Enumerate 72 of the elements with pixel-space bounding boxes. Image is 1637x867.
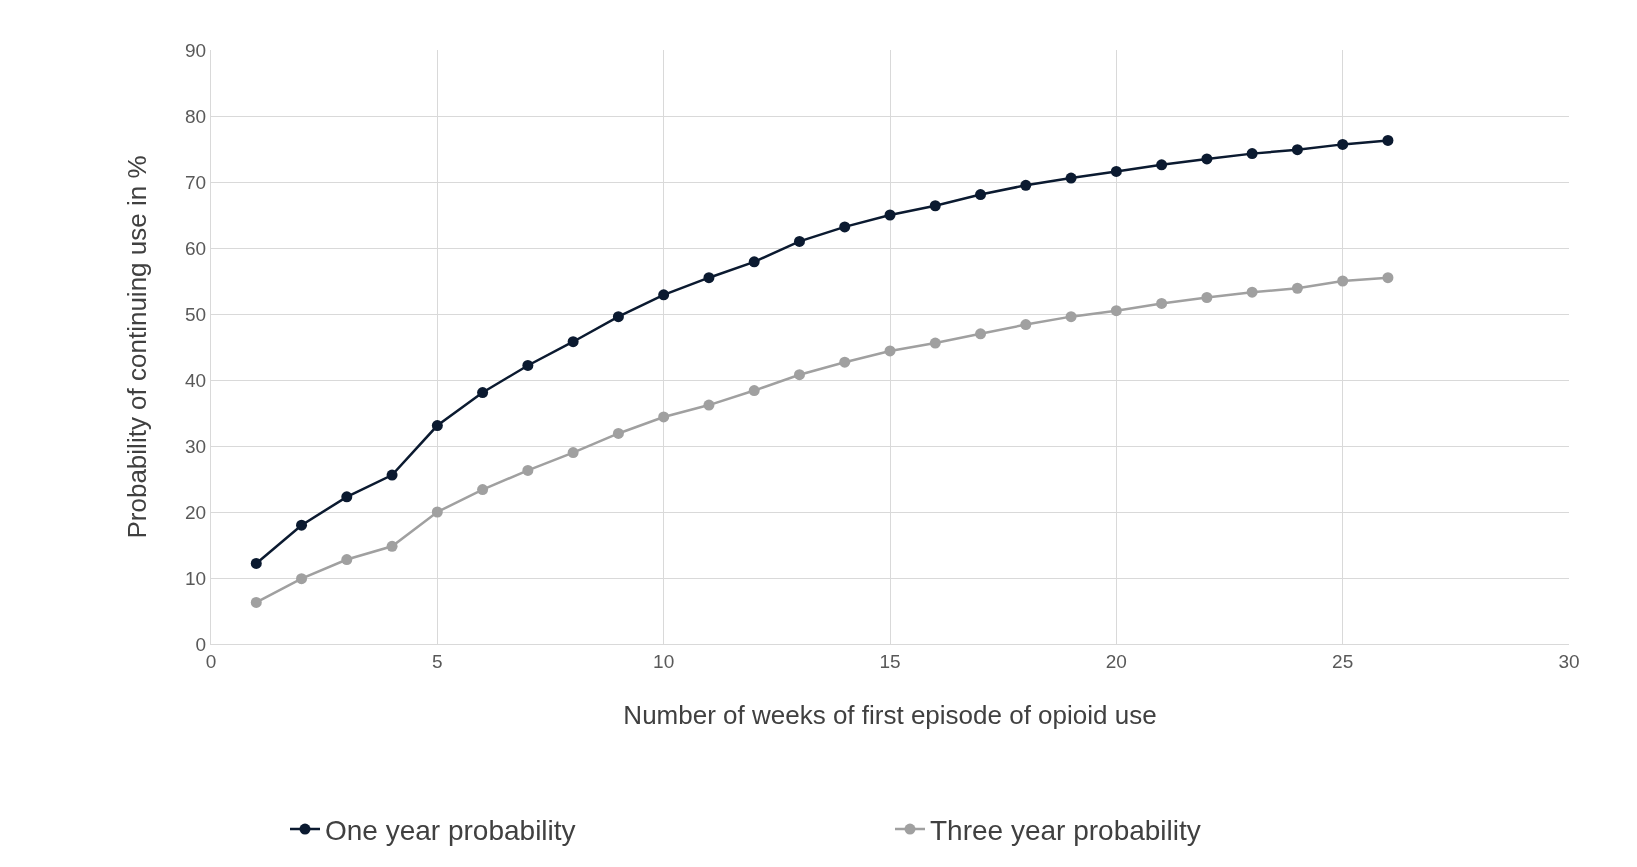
point xyxy=(1156,159,1168,171)
point xyxy=(1291,144,1303,156)
point xyxy=(250,557,262,569)
point xyxy=(296,519,308,531)
point xyxy=(1201,292,1213,303)
point xyxy=(250,596,262,608)
point xyxy=(1201,153,1213,165)
point xyxy=(296,573,308,585)
point xyxy=(793,369,805,381)
point xyxy=(1382,134,1394,146)
point xyxy=(341,491,353,503)
point xyxy=(386,469,398,481)
point xyxy=(1020,319,1032,331)
point xyxy=(793,235,805,247)
point xyxy=(1156,297,1168,309)
point xyxy=(431,420,443,432)
y-tick-label: 20 xyxy=(185,501,207,523)
point xyxy=(748,256,760,268)
point xyxy=(1065,311,1077,323)
point xyxy=(975,328,987,340)
point xyxy=(431,506,443,518)
point xyxy=(612,311,624,323)
y-tick-label: 60 xyxy=(185,237,207,259)
point xyxy=(703,399,715,411)
y-tick-label: 70 xyxy=(185,171,207,193)
legend-label: One year probability xyxy=(325,815,576,846)
point xyxy=(341,554,353,566)
x-tick-label: 10 xyxy=(653,650,675,672)
point xyxy=(929,200,941,212)
point xyxy=(522,359,534,371)
y-tick-label: 0 xyxy=(195,633,207,655)
x-tick-label: 20 xyxy=(1105,650,1127,672)
y-tick-label: 10 xyxy=(185,567,207,589)
y-tick-label: 80 xyxy=(185,105,207,127)
point xyxy=(1291,282,1303,294)
y-tick-label: 90 xyxy=(185,39,207,61)
point xyxy=(929,337,941,349)
point xyxy=(1246,148,1258,160)
point xyxy=(1020,179,1032,191)
x-tick-label: 30 xyxy=(1558,650,1580,672)
point xyxy=(567,447,579,459)
point xyxy=(839,356,851,368)
point xyxy=(884,345,896,357)
x-axis-title: Number of weeks of first episode of opioid use xyxy=(623,700,1157,731)
point xyxy=(975,189,987,201)
point xyxy=(748,385,760,397)
point xyxy=(703,272,715,284)
y-axis-title: Probability of continuing use in % xyxy=(122,155,153,539)
point xyxy=(567,336,579,348)
point xyxy=(522,464,534,476)
point xyxy=(884,209,896,221)
point xyxy=(1337,138,1349,150)
x-tick-label: 15 xyxy=(879,650,901,672)
point xyxy=(1110,305,1122,317)
y-tick-label: 50 xyxy=(185,303,207,325)
point xyxy=(1110,165,1122,177)
point xyxy=(612,427,624,439)
point xyxy=(1382,272,1394,284)
y-tick-label: 30 xyxy=(185,435,207,457)
point xyxy=(477,387,489,399)
point xyxy=(1246,286,1258,298)
legend-label: Three year probability xyxy=(930,815,1201,846)
point xyxy=(658,411,670,423)
y-tick-label: 40 xyxy=(185,369,207,391)
x-tick-label: 25 xyxy=(1332,650,1354,672)
x-tick-label: 5 xyxy=(432,650,443,672)
point xyxy=(839,221,851,233)
point xyxy=(477,484,489,496)
point xyxy=(1065,172,1077,184)
point xyxy=(658,289,670,301)
point xyxy=(1337,275,1349,287)
point xyxy=(386,540,398,552)
